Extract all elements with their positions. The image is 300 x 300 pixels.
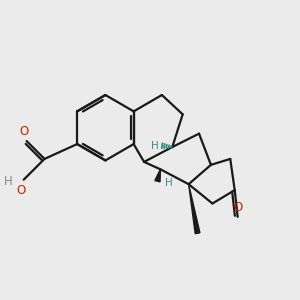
- Text: H: H: [165, 178, 172, 188]
- Polygon shape: [155, 169, 161, 182]
- Text: H: H: [151, 140, 158, 151]
- Text: O: O: [233, 201, 242, 214]
- Text: O: O: [19, 125, 28, 138]
- Text: O: O: [16, 184, 25, 197]
- Polygon shape: [189, 184, 200, 234]
- Text: H: H: [4, 175, 13, 188]
